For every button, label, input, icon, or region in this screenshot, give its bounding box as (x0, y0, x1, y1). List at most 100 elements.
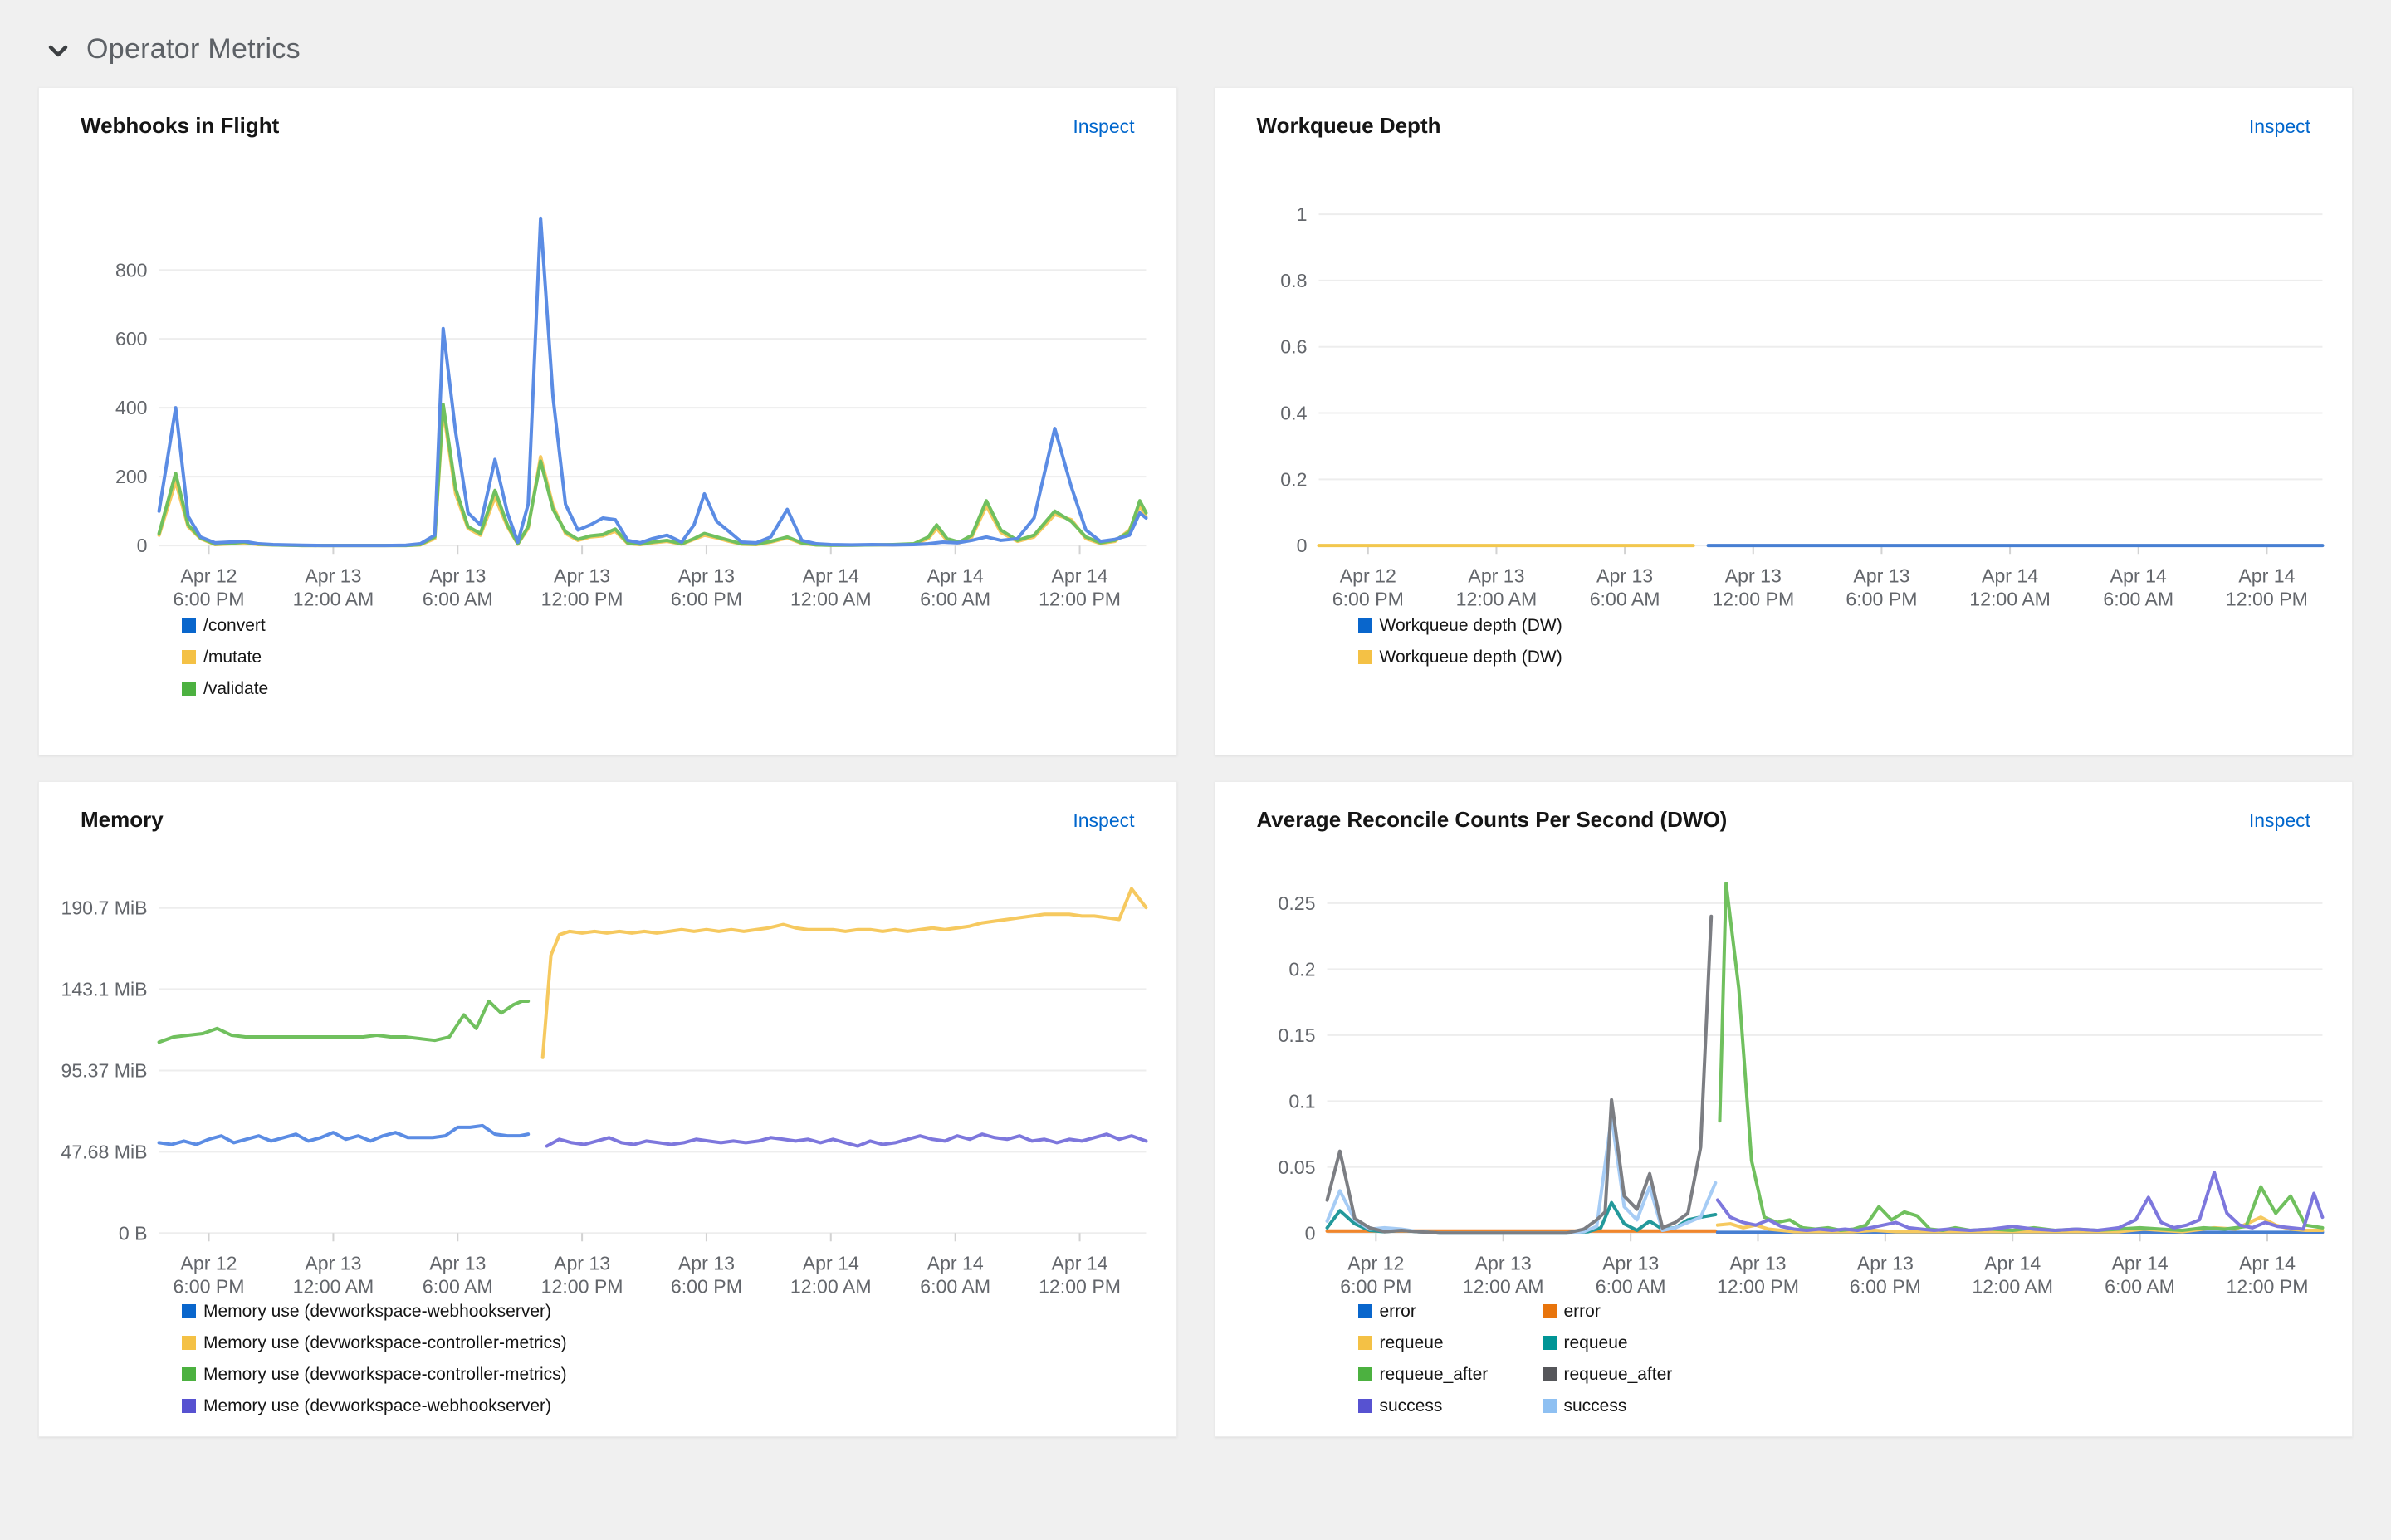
inspect-link[interactable]: Inspect (1073, 809, 1135, 831)
legend-label: Workqueue depth (DW) (1379, 647, 1562, 667)
legend-item[interactable]: requeue (1357, 1333, 1543, 1353)
legend-item[interactable]: Memory use (devworkspace-controller-metr… (182, 1333, 567, 1353)
chart-title: Memory (81, 807, 164, 832)
svg-text:6:00 PM: 6:00 PM (671, 589, 742, 610)
legend-item[interactable]: success (1357, 1396, 1543, 1416)
svg-text:Apr 13: Apr 13 (429, 1252, 486, 1274)
legend-swatch-icon (1542, 1399, 1557, 1414)
svg-text:12:00 AM: 12:00 AM (293, 589, 374, 610)
legend-item[interactable]: requeue_after (1542, 1364, 1727, 1385)
svg-text:0.15: 0.15 (1278, 1024, 1315, 1046)
svg-text:12:00 PM: 12:00 PM (541, 1276, 623, 1298)
legend-label: requeue_after (1563, 1364, 1673, 1384)
inspect-link[interactable]: Inspect (2248, 809, 2310, 831)
legend-column: Memory use (devworkspace-webhookserver) M… (182, 1302, 567, 1428)
operator-metrics-dashboard: Operator Metrics Webhooks in Flight Insp… (38, 33, 2353, 1437)
svg-text:12:00 AM: 12:00 AM (1455, 589, 1537, 610)
legend-item[interactable]: error (1542, 1301, 1727, 1322)
legend-item[interactable]: success (1542, 1396, 1727, 1416)
svg-text:6:00 PM: 6:00 PM (173, 589, 244, 610)
svg-text:Apr 13: Apr 13 (429, 565, 486, 586)
legend-item[interactable]: Workqueue depth (DW) (1357, 647, 1562, 667)
legend-item[interactable]: /mutate (182, 648, 366, 667)
svg-text:0.1: 0.1 (1288, 1090, 1315, 1112)
svg-text:Apr 14: Apr 14 (927, 565, 984, 586)
svg-text:Apr 14: Apr 14 (1982, 565, 2038, 586)
svg-text:6:00 AM: 6:00 AM (920, 1276, 990, 1298)
svg-text:Apr 13: Apr 13 (1853, 565, 1909, 586)
svg-text:0: 0 (1304, 1222, 1315, 1244)
svg-text:Apr 12: Apr 12 (180, 565, 237, 586)
panel-header: Webhooks in Flight Inspect (59, 113, 1156, 139)
legend-swatch-icon (1357, 1367, 1372, 1382)
svg-text:6:00 AM: 6:00 AM (2103, 589, 2173, 610)
legend-swatch-icon (1542, 1304, 1557, 1319)
legend-swatch-icon (1357, 1336, 1372, 1351)
panel-memory: Memory Inspect 0 B 47.68 MiB 95.37 MiB 143.… (38, 781, 1177, 1437)
legend-label: /validate (203, 678, 269, 698)
svg-text:200: 200 (115, 466, 148, 487)
legend-item[interactable]: Memory use (devworkspace-webhookserver) (182, 1302, 567, 1322)
svg-text:12:00 AM: 12:00 AM (1969, 589, 2051, 610)
legend-item[interactable]: error (1357, 1302, 1543, 1322)
legend-swatch-icon (182, 1304, 196, 1319)
svg-text:Apr 14: Apr 14 (803, 565, 859, 586)
chevron-down-icon[interactable] (48, 42, 68, 58)
svg-text:47.68 MiB: 47.68 MiB (61, 1141, 147, 1162)
chart-area: 0 200 400 600 800 Apr 12 6:00 PM Apr 13 12:00 AM… (59, 178, 1156, 613)
svg-text:Apr 14: Apr 14 (2110, 565, 2166, 586)
svg-text:1: 1 (1296, 203, 1307, 225)
legend-swatch-icon (1357, 650, 1372, 665)
svg-text:12:00 PM: 12:00 PM (1039, 1276, 1121, 1298)
svg-text:800: 800 (115, 259, 148, 281)
svg-text:0.8: 0.8 (1280, 270, 1307, 291)
svg-text:Apr 13: Apr 13 (1602, 1252, 1659, 1274)
svg-text:6:00 PM: 6:00 PM (1849, 1276, 1920, 1298)
legend-item[interactable]: /convert (182, 616, 366, 636)
legend-label: requeue_after (1379, 1364, 1489, 1384)
svg-text:Apr 14: Apr 14 (927, 1252, 984, 1274)
legend-label: Memory use (devworkspace-webhookserver) (203, 1396, 551, 1415)
svg-text:190.7 MiB: 190.7 MiB (61, 897, 147, 919)
legend-label: Workqueue depth (DW) (1379, 615, 1562, 635)
inspect-link[interactable]: Inspect (2248, 115, 2310, 137)
inspect-link[interactable]: Inspect (1073, 115, 1135, 137)
legend-label: success (1379, 1396, 1443, 1415)
legend-item[interactable]: requeue_after (1357, 1364, 1543, 1385)
panel-header: Memory Inspect (59, 807, 1156, 833)
chart-canvas: 0 B 47.68 MiB 95.37 MiB 143.1 MiB 190.7 MiB A… (61, 887, 1148, 1298)
legend-item[interactable]: Memory use (devworkspace-webhookserver) (182, 1396, 567, 1416)
svg-text:Apr 13: Apr 13 (1468, 565, 1524, 586)
svg-text:Apr 14: Apr 14 (1051, 565, 1107, 586)
legend-item[interactable]: Memory use (devworkspace-controller-metr… (182, 1365, 567, 1385)
legend-swatch-icon (182, 1367, 196, 1382)
svg-text:6:00 PM: 6:00 PM (1846, 589, 1917, 610)
svg-text:12:00 AM: 12:00 AM (790, 1276, 872, 1298)
svg-text:Apr 14: Apr 14 (2238, 1252, 2295, 1274)
svg-text:Apr 14: Apr 14 (1051, 1252, 1107, 1274)
chart-canvas: 0 200 400 600 800 Apr 12 6:00 PM Apr 13 12:00 AM… (115, 216, 1148, 610)
legend-label: Memory use (devworkspace-webhookserver) (203, 1301, 551, 1321)
svg-text:Apr 12: Apr 12 (180, 1252, 237, 1274)
svg-text:12:00 PM: 12:00 PM (2226, 1276, 2308, 1298)
svg-text:6:00 AM: 6:00 AM (2105, 1276, 2175, 1298)
svg-text:6:00 PM: 6:00 PM (671, 1276, 742, 1298)
legend-item[interactable]: Workqueue depth (DW) (1357, 615, 1562, 636)
legend-swatch-icon (1357, 1399, 1372, 1414)
legend-item[interactable]: requeue (1542, 1333, 1727, 1353)
svg-text:12:00 AM: 12:00 AM (790, 589, 872, 610)
svg-text:6:00 AM: 6:00 AM (423, 589, 493, 610)
legend-label: error (1563, 1301, 1601, 1321)
charts-grid: Webhooks in Flight Inspect 0 200 400 600 800… (38, 87, 2353, 1437)
svg-text:Apr 14: Apr 14 (1984, 1252, 2041, 1274)
svg-text:143.1 MiB: 143.1 MiB (61, 978, 147, 1000)
svg-text:Apr 14: Apr 14 (2111, 1252, 2168, 1274)
svg-text:12:00 AM: 12:00 AM (293, 1276, 374, 1298)
legend-item[interactable]: /validate (182, 679, 366, 699)
legend-swatch-icon (182, 618, 196, 633)
svg-text:12:00 PM: 12:00 PM (1039, 589, 1121, 610)
chart-title: Webhooks in Flight (81, 113, 280, 138)
legend-label: /convert (203, 615, 266, 635)
